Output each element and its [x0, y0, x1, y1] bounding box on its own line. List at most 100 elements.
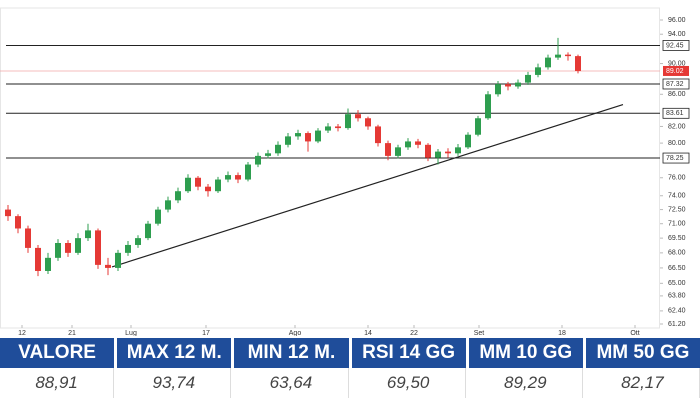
candle-body [5, 209, 11, 217]
header-cell: RSI 14 GG [351, 338, 466, 368]
header-row: VALORE MAX 12 M. MIN 12 M. RSI 14 GG MM 10 G… [0, 338, 700, 368]
x-tick-label: Ago [289, 330, 302, 336]
level-label: 92.45 [666, 42, 684, 49]
candle-body [485, 94, 491, 119]
candle-body [375, 126, 381, 144]
candle-body [15, 216, 21, 229]
y-tick-label: 96.00 [668, 17, 686, 24]
candle-body [255, 155, 261, 165]
candle-body [85, 230, 91, 239]
candle-body [495, 84, 501, 95]
x-tick-label: 22 [410, 330, 418, 336]
candle-body [175, 191, 181, 201]
y-tick-label: 72.50 [668, 206, 686, 213]
candle-body [565, 54, 571, 57]
candle-body [435, 151, 441, 158]
candle-body [165, 200, 171, 210]
x-tick-label: 12 [18, 330, 26, 336]
candle-body [335, 126, 341, 129]
candle-body [65, 242, 71, 253]
candle-body [75, 238, 81, 253]
y-tick-label: 71.00 [668, 221, 686, 228]
candle-body [35, 247, 41, 271]
x-tick-label: 17 [202, 330, 210, 336]
y-tick-label: 90.00 [668, 60, 686, 67]
value-cell: 82,17 [586, 368, 700, 398]
candle-body [445, 151, 451, 154]
y-tick-label: 82.00 [668, 123, 686, 130]
candle-body [285, 136, 291, 145]
value-cell: 89,29 [469, 368, 583, 398]
candle-body [245, 164, 251, 180]
candle-body [415, 141, 421, 145]
y-tick-label: 80.00 [668, 140, 686, 147]
last-price-box [663, 65, 689, 76]
value-row: 88,91 93,74 63,64 69,50 89,29 82,17 [0, 368, 700, 398]
candle-body [385, 143, 391, 156]
candle-body [145, 223, 151, 239]
candle-body [545, 57, 551, 68]
stats-table: VALORE MAX 12 M. MIN 12 M. RSI 14 GG MM 10 G… [0, 338, 700, 398]
candle-body [405, 141, 411, 148]
level-box [662, 78, 690, 90]
y-tick-label: 69.50 [668, 235, 686, 242]
candle-body [105, 264, 111, 268]
candle-body [215, 179, 221, 192]
value-cell: 63,64 [234, 368, 349, 398]
level-label: 83.61 [666, 110, 684, 117]
candle-body [505, 84, 511, 87]
candle-body [235, 175, 241, 180]
x-tick-label: 14 [364, 330, 372, 336]
candle-body [295, 133, 301, 137]
y-tick-label: 65.00 [668, 280, 686, 287]
x-tick-label: 18 [558, 330, 566, 336]
header-cell: MIN 12 M. [234, 338, 349, 368]
candle-body [345, 114, 351, 129]
x-tick-label: 21 [68, 330, 76, 336]
candle-body [195, 177, 201, 187]
candle-body [455, 147, 461, 154]
header-cell: VALORE [0, 338, 115, 368]
plot-border [0, 7, 660, 329]
candle-body [95, 230, 101, 265]
candle-body [25, 228, 31, 248]
y-tick-label: 76.00 [668, 175, 686, 182]
candle-body [185, 177, 191, 192]
candle-body [475, 118, 481, 135]
candle-body [575, 56, 581, 71]
candle-body [265, 153, 271, 156]
x-tick-label: Set [474, 330, 485, 336]
y-tick-label: 86.00 [668, 91, 686, 98]
level-box [662, 152, 690, 164]
header-cell: MM 10 GG [468, 338, 583, 368]
candle-body [365, 118, 371, 127]
header-cell: MAX 12 M. [117, 338, 232, 368]
candle-body [115, 252, 121, 268]
candle-body [205, 186, 211, 192]
candle-body [515, 82, 521, 87]
trend-line [111, 103, 624, 268]
header-cell: MM 50 GG [585, 338, 700, 368]
candle-body [555, 54, 561, 58]
candle-body [225, 175, 231, 180]
candle-body [305, 133, 311, 142]
y-tick-label: 68.00 [668, 250, 686, 257]
y-tick-label: 94.00 [668, 31, 686, 38]
y-tick-label: 66.50 [668, 265, 686, 272]
candle-body [315, 130, 321, 142]
candle-body [425, 144, 431, 158]
candle-body [135, 238, 141, 245]
candle-body [465, 134, 471, 148]
value-cell: 88,91 [0, 368, 115, 398]
y-tick-label: 62.40 [668, 308, 686, 315]
level-label: 87.32 [666, 81, 684, 88]
candle-body [395, 147, 401, 156]
chart: 96.00 94.00 90.00 86.00 82.00 80.00 76.00 74.00… [0, 7, 690, 336]
candle-body [125, 244, 131, 253]
level-label: 78.25 [666, 155, 684, 162]
level-box [662, 40, 690, 51]
candle-body [55, 242, 61, 258]
x-tick-label: Ott [630, 330, 639, 336]
x-tick-label: Lug [125, 330, 137, 336]
